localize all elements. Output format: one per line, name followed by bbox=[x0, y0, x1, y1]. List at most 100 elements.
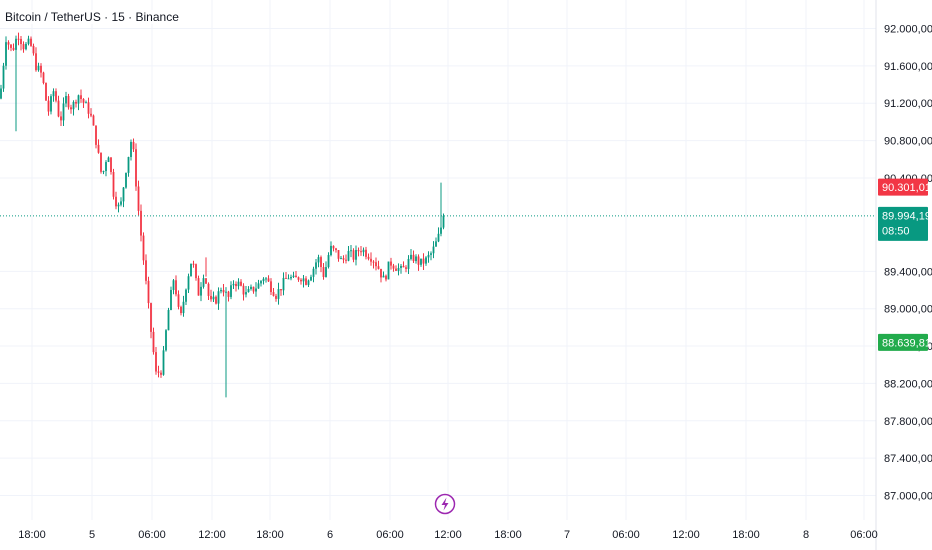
candle-body bbox=[410, 254, 412, 259]
price-tick-label: 92.000,00 bbox=[884, 24, 932, 36]
candle-body bbox=[0, 88, 2, 99]
candle-body bbox=[255, 288, 257, 292]
candle-body bbox=[427, 254, 430, 258]
time-tick-label: 18:00 bbox=[256, 529, 284, 541]
time-tick-label: 8 bbox=[803, 529, 809, 541]
candle-body bbox=[380, 268, 382, 278]
time-tick-label: 18:00 bbox=[732, 529, 760, 541]
candle-body bbox=[185, 289, 187, 302]
candle-body bbox=[357, 250, 360, 252]
candle-body bbox=[90, 113, 92, 116]
candle-body bbox=[105, 162, 107, 172]
candle-body bbox=[177, 294, 180, 307]
candle-body bbox=[167, 309, 170, 331]
candle-body bbox=[220, 289, 222, 292]
grid-lines bbox=[0, 0, 876, 520]
candle-body bbox=[287, 278, 290, 280]
candle-body bbox=[387, 261, 390, 280]
candle-body bbox=[37, 65, 40, 71]
candle-body bbox=[222, 289, 225, 293]
candle-body bbox=[322, 267, 325, 277]
candle-body bbox=[97, 144, 100, 153]
candle-body bbox=[137, 186, 140, 211]
candle-body bbox=[305, 278, 307, 285]
candle-body bbox=[112, 171, 115, 197]
candle-body bbox=[47, 100, 50, 112]
candle-body bbox=[292, 275, 295, 278]
candle-body bbox=[217, 291, 220, 304]
candle-body bbox=[417, 256, 420, 265]
candle-body bbox=[117, 204, 120, 207]
current-price-tag-label: 89.994,19 bbox=[882, 210, 931, 222]
candle-body bbox=[315, 262, 317, 269]
candle-body bbox=[275, 295, 277, 299]
candle-body bbox=[20, 38, 22, 45]
candle-body bbox=[32, 45, 35, 54]
price-tick-label: 91.600,00 bbox=[884, 61, 932, 73]
candle-body bbox=[397, 267, 400, 271]
time-axis[interactable]: 18:00 5 06:00 12:00 18:00 6 06:00 12:00 18:00 7 06… bbox=[18, 529, 878, 541]
candle-body bbox=[52, 91, 55, 97]
candle-body bbox=[347, 250, 350, 261]
candle-body bbox=[205, 278, 207, 284]
candle-body bbox=[165, 330, 167, 351]
candle-body bbox=[310, 276, 312, 281]
time-tick-label: 06:00 bbox=[376, 529, 404, 541]
candle-body bbox=[270, 281, 272, 293]
candle-body bbox=[85, 102, 87, 104]
candle-body bbox=[415, 256, 417, 262]
candle-body bbox=[312, 268, 315, 277]
candle-body bbox=[30, 38, 32, 46]
time-tick-label: 12:00 bbox=[198, 529, 226, 541]
candle-body bbox=[25, 43, 27, 50]
price-tag-green-label: 88.639,81 bbox=[882, 337, 931, 349]
candle-body bbox=[197, 278, 200, 296]
candle-body bbox=[77, 95, 80, 104]
lightning-icon[interactable] bbox=[434, 493, 456, 515]
candle-body bbox=[437, 233, 440, 242]
candle-body bbox=[362, 249, 365, 253]
candle-body bbox=[187, 276, 190, 290]
candle-body bbox=[15, 38, 17, 50]
candle-body bbox=[412, 254, 415, 262]
candle-body bbox=[235, 283, 237, 287]
price-tick-label: 90.800,00 bbox=[884, 136, 932, 148]
candle-body bbox=[317, 257, 320, 263]
candle-body bbox=[300, 279, 302, 282]
time-tick-label: 06:00 bbox=[138, 529, 166, 541]
time-tick-label: 7 bbox=[564, 529, 570, 541]
price-tick-label: 87.400,00 bbox=[884, 453, 932, 465]
candle-body bbox=[207, 283, 210, 296]
price-tag-red bbox=[878, 178, 928, 196]
price-axis[interactable]: 92.000,0091.600,0091.200,0090.800,0090.4… bbox=[884, 24, 932, 503]
candle-body bbox=[70, 107, 72, 110]
price-tick-label: 89.400,00 bbox=[884, 266, 932, 278]
candle-body bbox=[432, 246, 435, 254]
candle-body bbox=[345, 259, 347, 261]
price-tick-label: 91.200,00 bbox=[884, 98, 932, 110]
candle-body bbox=[247, 289, 250, 293]
candle-body bbox=[55, 91, 57, 101]
candle-body bbox=[282, 277, 285, 291]
candle-body bbox=[127, 156, 130, 173]
candle-body bbox=[35, 53, 37, 71]
candle-body bbox=[335, 248, 337, 251]
price-tag-red-label: 90.301,01 bbox=[882, 182, 931, 194]
candle-body bbox=[120, 201, 122, 205]
candle-body bbox=[442, 215, 445, 228]
candle-body bbox=[320, 257, 322, 268]
candle-body bbox=[435, 241, 437, 247]
candle-body bbox=[230, 285, 232, 297]
candle-body bbox=[355, 250, 357, 260]
candle-body bbox=[332, 245, 335, 249]
candle-body bbox=[225, 291, 227, 293]
time-tick-label: 12:00 bbox=[672, 529, 700, 541]
candle-body bbox=[277, 289, 280, 299]
candle-body bbox=[402, 265, 405, 268]
candle-body bbox=[160, 372, 162, 375]
candle-body bbox=[62, 103, 65, 121]
time-tick-label: 6 bbox=[327, 529, 333, 541]
candle-body bbox=[372, 261, 375, 263]
candle-body bbox=[172, 280, 175, 290]
